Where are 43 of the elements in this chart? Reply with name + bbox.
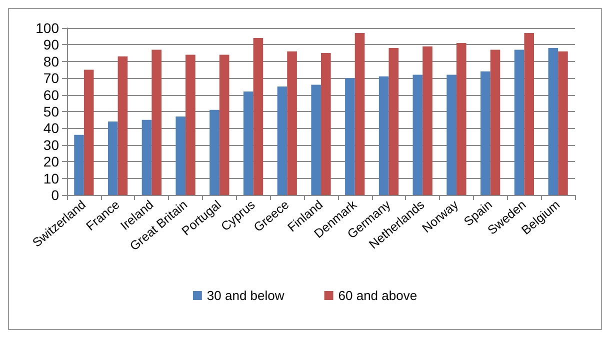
bar	[345, 78, 355, 195]
bar	[108, 122, 118, 195]
bar	[354, 33, 365, 195]
bar	[524, 33, 534, 195]
legend-label: 60 and above	[338, 288, 418, 303]
bar	[287, 51, 297, 195]
bar	[118, 56, 128, 195]
bar	[490, 50, 500, 195]
y-tick-label: 20	[43, 154, 60, 170]
bar	[321, 53, 331, 195]
y-tick-label: 80	[43, 53, 60, 70]
bar	[311, 84, 321, 195]
y-tick-label: 90	[43, 36, 60, 53]
legend-label: 30 and below	[206, 288, 285, 303]
bar	[388, 48, 399, 195]
bar	[456, 43, 466, 195]
bar	[514, 50, 524, 195]
bar	[74, 134, 84, 195]
bar	[243, 91, 254, 195]
bar	[412, 74, 423, 195]
bar	[446, 74, 456, 195]
y-tick-label: 0	[51, 187, 60, 203]
bar	[422, 46, 432, 195]
y-tick-label: 50	[43, 104, 60, 120]
bar	[548, 48, 558, 195]
bar	[186, 54, 196, 195]
bar	[480, 71, 490, 195]
y-tick-label: 100	[36, 20, 60, 36]
y-tick-label: 60	[43, 86, 60, 103]
bar	[277, 86, 288, 195]
y-tick-label: 30	[43, 136, 60, 153]
bar	[142, 120, 152, 195]
y-tick-label: 70	[43, 70, 60, 86]
bar	[84, 70, 94, 195]
bar	[210, 110, 220, 195]
y-tick-label: 40	[43, 120, 60, 136]
y-tick-label: 10	[43, 170, 60, 186]
bar	[176, 116, 186, 195]
bar	[152, 50, 162, 195]
bar	[253, 38, 264, 195]
bar	[219, 54, 230, 195]
bar	[558, 51, 568, 195]
bar	[378, 76, 389, 195]
